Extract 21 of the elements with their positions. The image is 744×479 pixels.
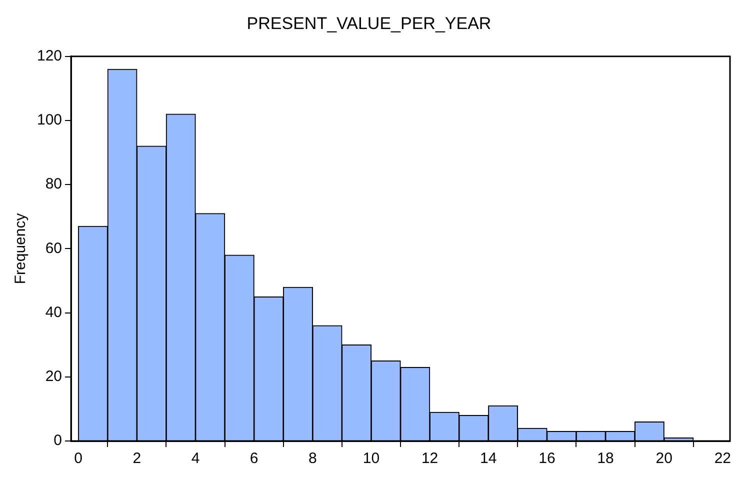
x-tick-label: 2 [132, 450, 142, 468]
y-tick-label: 40 [45, 304, 62, 321]
x-tick-label: 8 [308, 450, 317, 468]
y-tick-label: 20 [45, 368, 62, 386]
x-tick-label: 6 [250, 450, 258, 468]
y-axis-title: Frequency [12, 212, 30, 284]
y-tick-label: 80 [45, 176, 62, 193]
y-tick-label: 120 [36, 48, 62, 65]
x-tick-label: 0 [74, 450, 83, 468]
x-tick-label: 14 [480, 450, 497, 468]
x-tick-label: 4 [191, 450, 200, 468]
x-tick-label: 10 [362, 450, 380, 468]
x-tick-label: 22 [714, 450, 732, 468]
y-tick-label: 0 [54, 432, 62, 450]
y-tick-label: 100 [36, 112, 62, 129]
x-tick-label: 18 [597, 450, 614, 468]
x-tick-label: 16 [538, 450, 556, 468]
chart-title: PRESENT_VALUE_PER_YEAR [246, 14, 492, 33]
x-tick-label: 20 [656, 450, 672, 468]
x-tick-label: 12 [421, 450, 438, 468]
y-tick-label: 60 [45, 240, 62, 257]
